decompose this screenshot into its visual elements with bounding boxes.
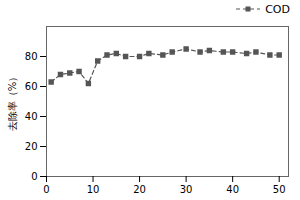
html-text:COD: COD [265,2,290,16]
svg-text:60: 60 [25,81,38,92]
svg-text:80: 80 [25,51,38,62]
svg-text:0: 0 [31,171,37,182]
svg-text:20: 20 [25,141,38,152]
svg-text:20: 20 [133,184,146,195]
svg-text:30: 30 [180,184,193,195]
svg-text:0: 0 [43,184,49,195]
svg-text:50: 50 [273,184,286,195]
svg-text:40: 40 [226,184,239,195]
svg-text:40: 40 [25,111,38,122]
svg-text:去除率（%）: 去除率（%） [7,72,18,132]
svg-text:10: 10 [87,184,100,195]
